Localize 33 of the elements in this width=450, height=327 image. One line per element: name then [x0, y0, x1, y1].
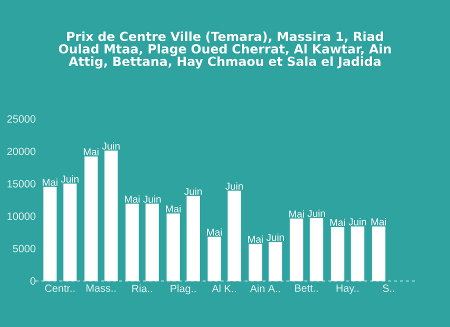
text: Juin — [61, 175, 78, 183]
x-tick-label: Ain A.. — [250, 284, 280, 292]
x-tick-label: Plag.. — [170, 284, 196, 294]
text: Juin — [184, 188, 202, 195]
series-label: Mai — [42, 178, 58, 186]
text: Mai — [371, 218, 386, 226]
text: Mai — [84, 148, 98, 156]
series-label: Juin — [225, 182, 243, 190]
x-tick-label: Bett.. — [295, 284, 318, 292]
text: Mai — [289, 210, 304, 218]
text: Mai — [330, 218, 345, 226]
x-tick-label: Al K.. — [212, 284, 236, 292]
text: Mai — [207, 228, 222, 236]
text: Juin — [102, 142, 120, 150]
x-tick-label: Mass.. — [86, 284, 116, 292]
y-tick-label: 15000 — [8, 180, 36, 188]
x-tick-label: Centr.. — [45, 284, 74, 292]
text: Juin — [143, 195, 161, 203]
text: Juin — [348, 218, 366, 226]
y-tick-label: 0 — [30, 277, 36, 285]
x-tick-label: Hay.. — [336, 284, 358, 294]
y-tick-label: 25000 — [7, 115, 36, 123]
y-tick-label: 20000 — [7, 148, 36, 156]
text: Mai — [124, 195, 140, 203]
x-tick-label: S.. — [382, 284, 394, 292]
chart-title: Prix de Centre Ville (Temara), Massira 1, Riad Oulad Mtaa, Plage Oued Cherrat, Al Kawtar, Ain Attig, Bettana, Hay Chmaou et Sala el Jadida — [58, 31, 391, 69]
y-tick-label: 10000 — [8, 212, 36, 220]
text: Juin — [308, 210, 325, 217]
y-tick-label: 5000 — [12, 244, 36, 252]
x-tick-label: Ria.. — [132, 284, 152, 292]
text: Juin — [266, 234, 284, 241]
text: Mai — [166, 205, 181, 212]
text: Mai — [248, 236, 263, 243]
